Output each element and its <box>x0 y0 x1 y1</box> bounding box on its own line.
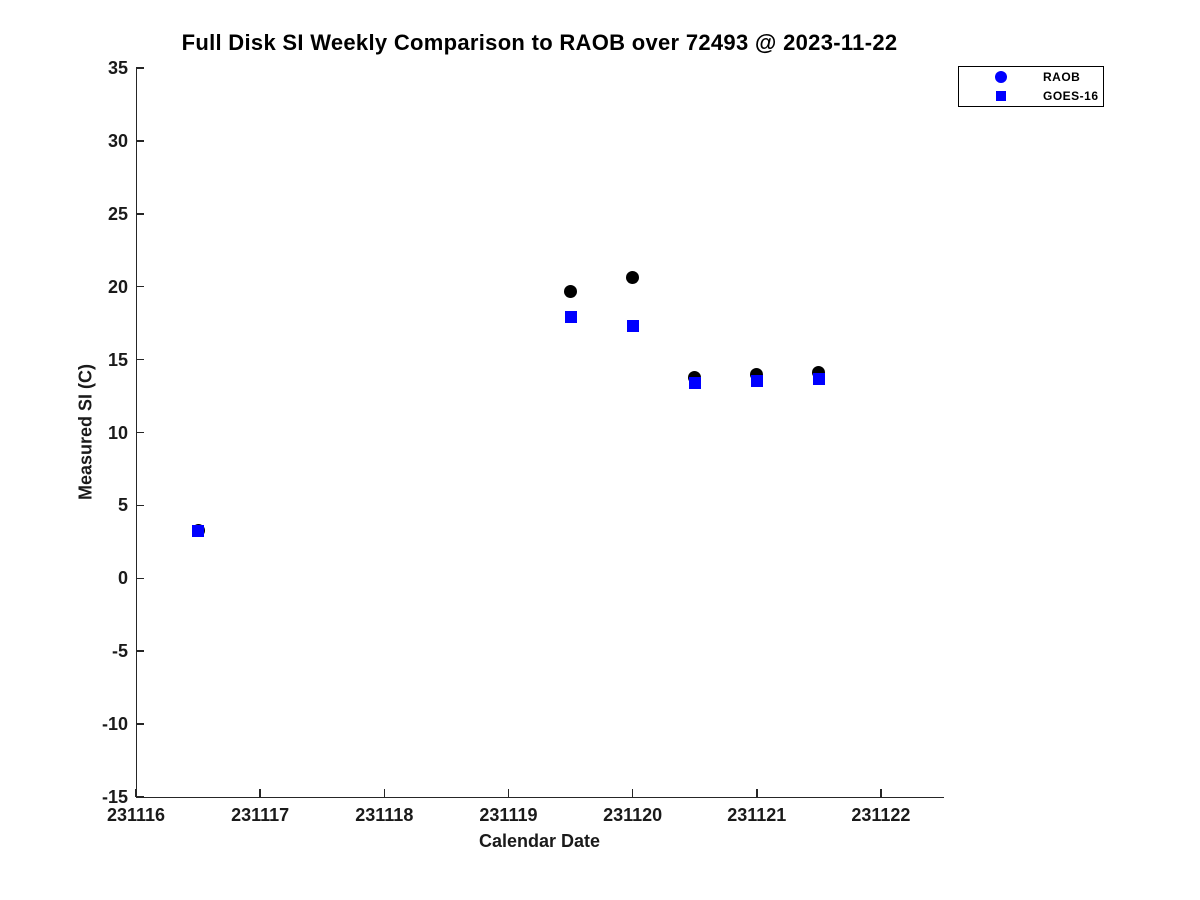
y-tick-label: 20 <box>107 276 128 297</box>
legend-marker-column <box>959 71 1043 83</box>
x-tick <box>507 789 510 797</box>
y-tick <box>136 213 144 215</box>
x-tick-label: 231121 <box>727 805 787 825</box>
plot-area <box>136 68 944 798</box>
y-tick-label: 5 <box>117 495 128 516</box>
y-tick <box>136 504 144 507</box>
y-tick-label: 25 <box>107 203 128 224</box>
chart-title: Full Disk SI Weekly Comparison to RAOB o… <box>181 30 898 55</box>
x-tick <box>383 789 386 797</box>
x-tick <box>135 789 137 797</box>
x-tick <box>880 789 882 797</box>
goes16-point <box>564 311 577 324</box>
x-tick-label: 231119 <box>479 805 538 825</box>
raob-legend-circle-icon <box>995 71 1007 83</box>
goes16-point <box>688 376 701 389</box>
goes16-point <box>812 372 825 385</box>
y-tick-label: -15 <box>101 787 128 807</box>
y-tick <box>136 67 144 69</box>
y-tick <box>136 577 144 580</box>
x-tick-label: 231116 <box>106 805 166 825</box>
y-tick <box>136 358 144 361</box>
x-tick <box>756 789 758 797</box>
y-tick-label: 10 <box>107 422 128 443</box>
x-tick <box>631 789 634 797</box>
y-tick-label: -10 <box>101 714 128 735</box>
y-tick-label: -5 <box>111 641 128 662</box>
raob-point <box>564 284 578 298</box>
goes16-point <box>750 374 763 387</box>
y-tick <box>136 650 144 652</box>
x-axis-label: Calendar Date <box>478 831 601 851</box>
y-tick-label: 35 <box>107 58 128 78</box>
y-tick-label: 0 <box>117 568 128 589</box>
x-tick-label: 231117 <box>231 805 290 825</box>
goes16-point <box>626 320 639 333</box>
goes16-point <box>192 524 205 537</box>
y-tick <box>136 285 144 288</box>
legend-label: RAOB <box>1043 70 1081 84</box>
y-tick <box>136 796 144 798</box>
legend-marker-column <box>959 91 1043 101</box>
x-tick <box>259 789 261 797</box>
legend-row: GOES-16 <box>959 87 1103 105</box>
x-tick-label: 231122 <box>851 805 911 825</box>
x-tick-label: 231120 <box>603 805 663 825</box>
goes16-legend-square-icon <box>996 91 1006 101</box>
y-tick <box>136 140 144 142</box>
legend: RAOB GOES-16 <box>958 66 1104 107</box>
x-tick-label: 231118 <box>355 805 414 825</box>
y-tick <box>136 431 144 434</box>
legend-label: GOES-16 <box>1043 89 1099 103</box>
y-tick-label: 15 <box>107 349 128 370</box>
y-tick <box>136 723 144 725</box>
y-tick-label: 30 <box>107 130 128 151</box>
legend-row: RAOB <box>959 68 1103 86</box>
raob-point <box>626 271 640 285</box>
